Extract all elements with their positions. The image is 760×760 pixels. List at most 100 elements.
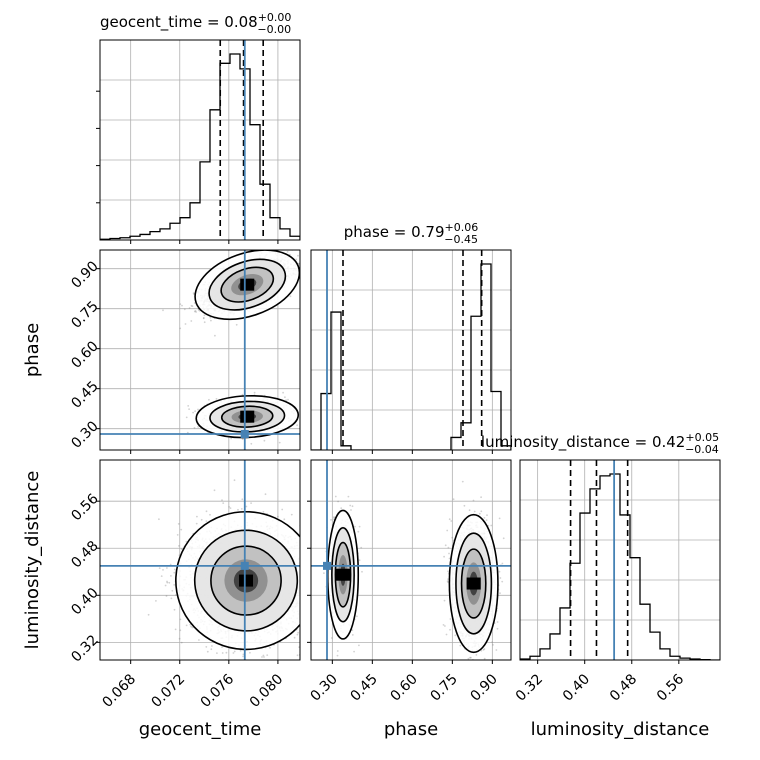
sample-point [308, 593, 310, 595]
sample-point [158, 567, 161, 569]
sample-point [264, 493, 267, 496]
sample-point [312, 577, 314, 579]
sample-point [307, 587, 309, 589]
sample-point [211, 645, 213, 647]
sample-point [308, 649, 310, 651]
sample-point [240, 508, 243, 510]
sample-point [210, 319, 212, 322]
sample-point [263, 439, 266, 442]
sample-point [302, 598, 304, 600]
sample-point [176, 534, 179, 536]
sample-point [314, 619, 316, 621]
sample-point [202, 317, 205, 319]
sample-point [307, 264, 309, 266]
sample-point [193, 310, 196, 313]
sample-point [303, 543, 305, 545]
sample-point [155, 600, 157, 602]
sample-point [277, 515, 279, 518]
sample-point [296, 424, 298, 427]
sample-point [237, 508, 239, 511]
sample-point [297, 254, 299, 257]
sample-point [178, 637, 181, 640]
title-value: geocent_time = 0.08 [100, 13, 258, 32]
sample-point [221, 652, 224, 654]
sample-point [315, 638, 317, 640]
sample-point [274, 247, 276, 249]
sample-point [194, 310, 197, 312]
sample-point [166, 567, 168, 569]
sample-point [296, 633, 299, 636]
panel-title: geocent_time = 0.08+0.00 −0.00 [100, 11, 291, 36]
sample-point [241, 438, 244, 440]
title-value: phase = 0.79 [344, 223, 445, 241]
sample-point [166, 581, 169, 584]
sample-point [221, 499, 223, 501]
sample-point [314, 613, 316, 615]
sample-point [296, 654, 299, 657]
sample-point [197, 408, 199, 411]
title-minus-error: −0.45 [444, 233, 478, 246]
sample-point [191, 305, 194, 308]
title-plus-error: +0.00 [258, 11, 292, 24]
sample-point [177, 523, 180, 525]
sample-point [147, 613, 150, 616]
sample-point [305, 274, 307, 276]
sample-point [286, 251, 289, 253]
scatter-area [100, 460, 318, 660]
sample-point [208, 398, 210, 401]
sample-point [194, 410, 197, 413]
sample-point [229, 507, 232, 509]
sample-point [313, 256, 315, 258]
sample-point [302, 540, 304, 542]
panel-title: phase = 0.79+0.06 −0.45 [344, 221, 479, 246]
sample-point [295, 258, 298, 261]
sample-point [308, 578, 310, 580]
sample-point [235, 323, 238, 326]
scatter-area [100, 247, 315, 450]
sample-point [195, 311, 198, 313]
sample-point [179, 629, 182, 632]
sample-point [214, 334, 216, 337]
sample-point [162, 569, 164, 571]
sample-point [165, 595, 168, 597]
sample-point [184, 323, 187, 325]
sample-point [302, 603, 304, 605]
sample-point [302, 566, 304, 568]
sample-point [287, 398, 289, 401]
histogram-area [311, 250, 511, 450]
sample-point [193, 426, 196, 429]
sample-point [304, 553, 306, 555]
sample-point [173, 608, 176, 611]
sample-point [315, 597, 317, 599]
panel-frame [310, 249, 512, 451]
sample-point [239, 649, 242, 652]
sample-point [185, 416, 188, 419]
sample-point [285, 399, 287, 402]
title-minus-error: −0.00 [257, 23, 291, 36]
sample-point [282, 391, 284, 394]
histogram-area [520, 460, 720, 660]
sample-point [202, 317, 205, 320]
histogram-geocent_time: geocent_time = 0.08+0.00 −0.00 [96, 11, 301, 241]
sample-point [281, 508, 284, 511]
sample-point [306, 412, 308, 414]
sample-point [193, 302, 196, 304]
sample-point [158, 518, 160, 521]
sample-point [190, 320, 193, 322]
sample-point [230, 437, 233, 440]
truth-marker [240, 430, 249, 438]
panel-title: luminosity_distance = 0.42+0.05 −0.04 [481, 431, 719, 456]
sample-point [173, 571, 176, 574]
sample-point [300, 539, 302, 541]
sample-point [179, 327, 182, 330]
sample-point [278, 441, 281, 444]
sample-point [174, 628, 177, 631]
histogram-step [520, 473, 720, 660]
sample-point [316, 577, 318, 579]
sample-point [192, 411, 195, 414]
sample-point [241, 498, 244, 501]
panel-frame [99, 249, 301, 451]
grid-lines [311, 250, 511, 450]
sample-point [196, 515, 198, 518]
